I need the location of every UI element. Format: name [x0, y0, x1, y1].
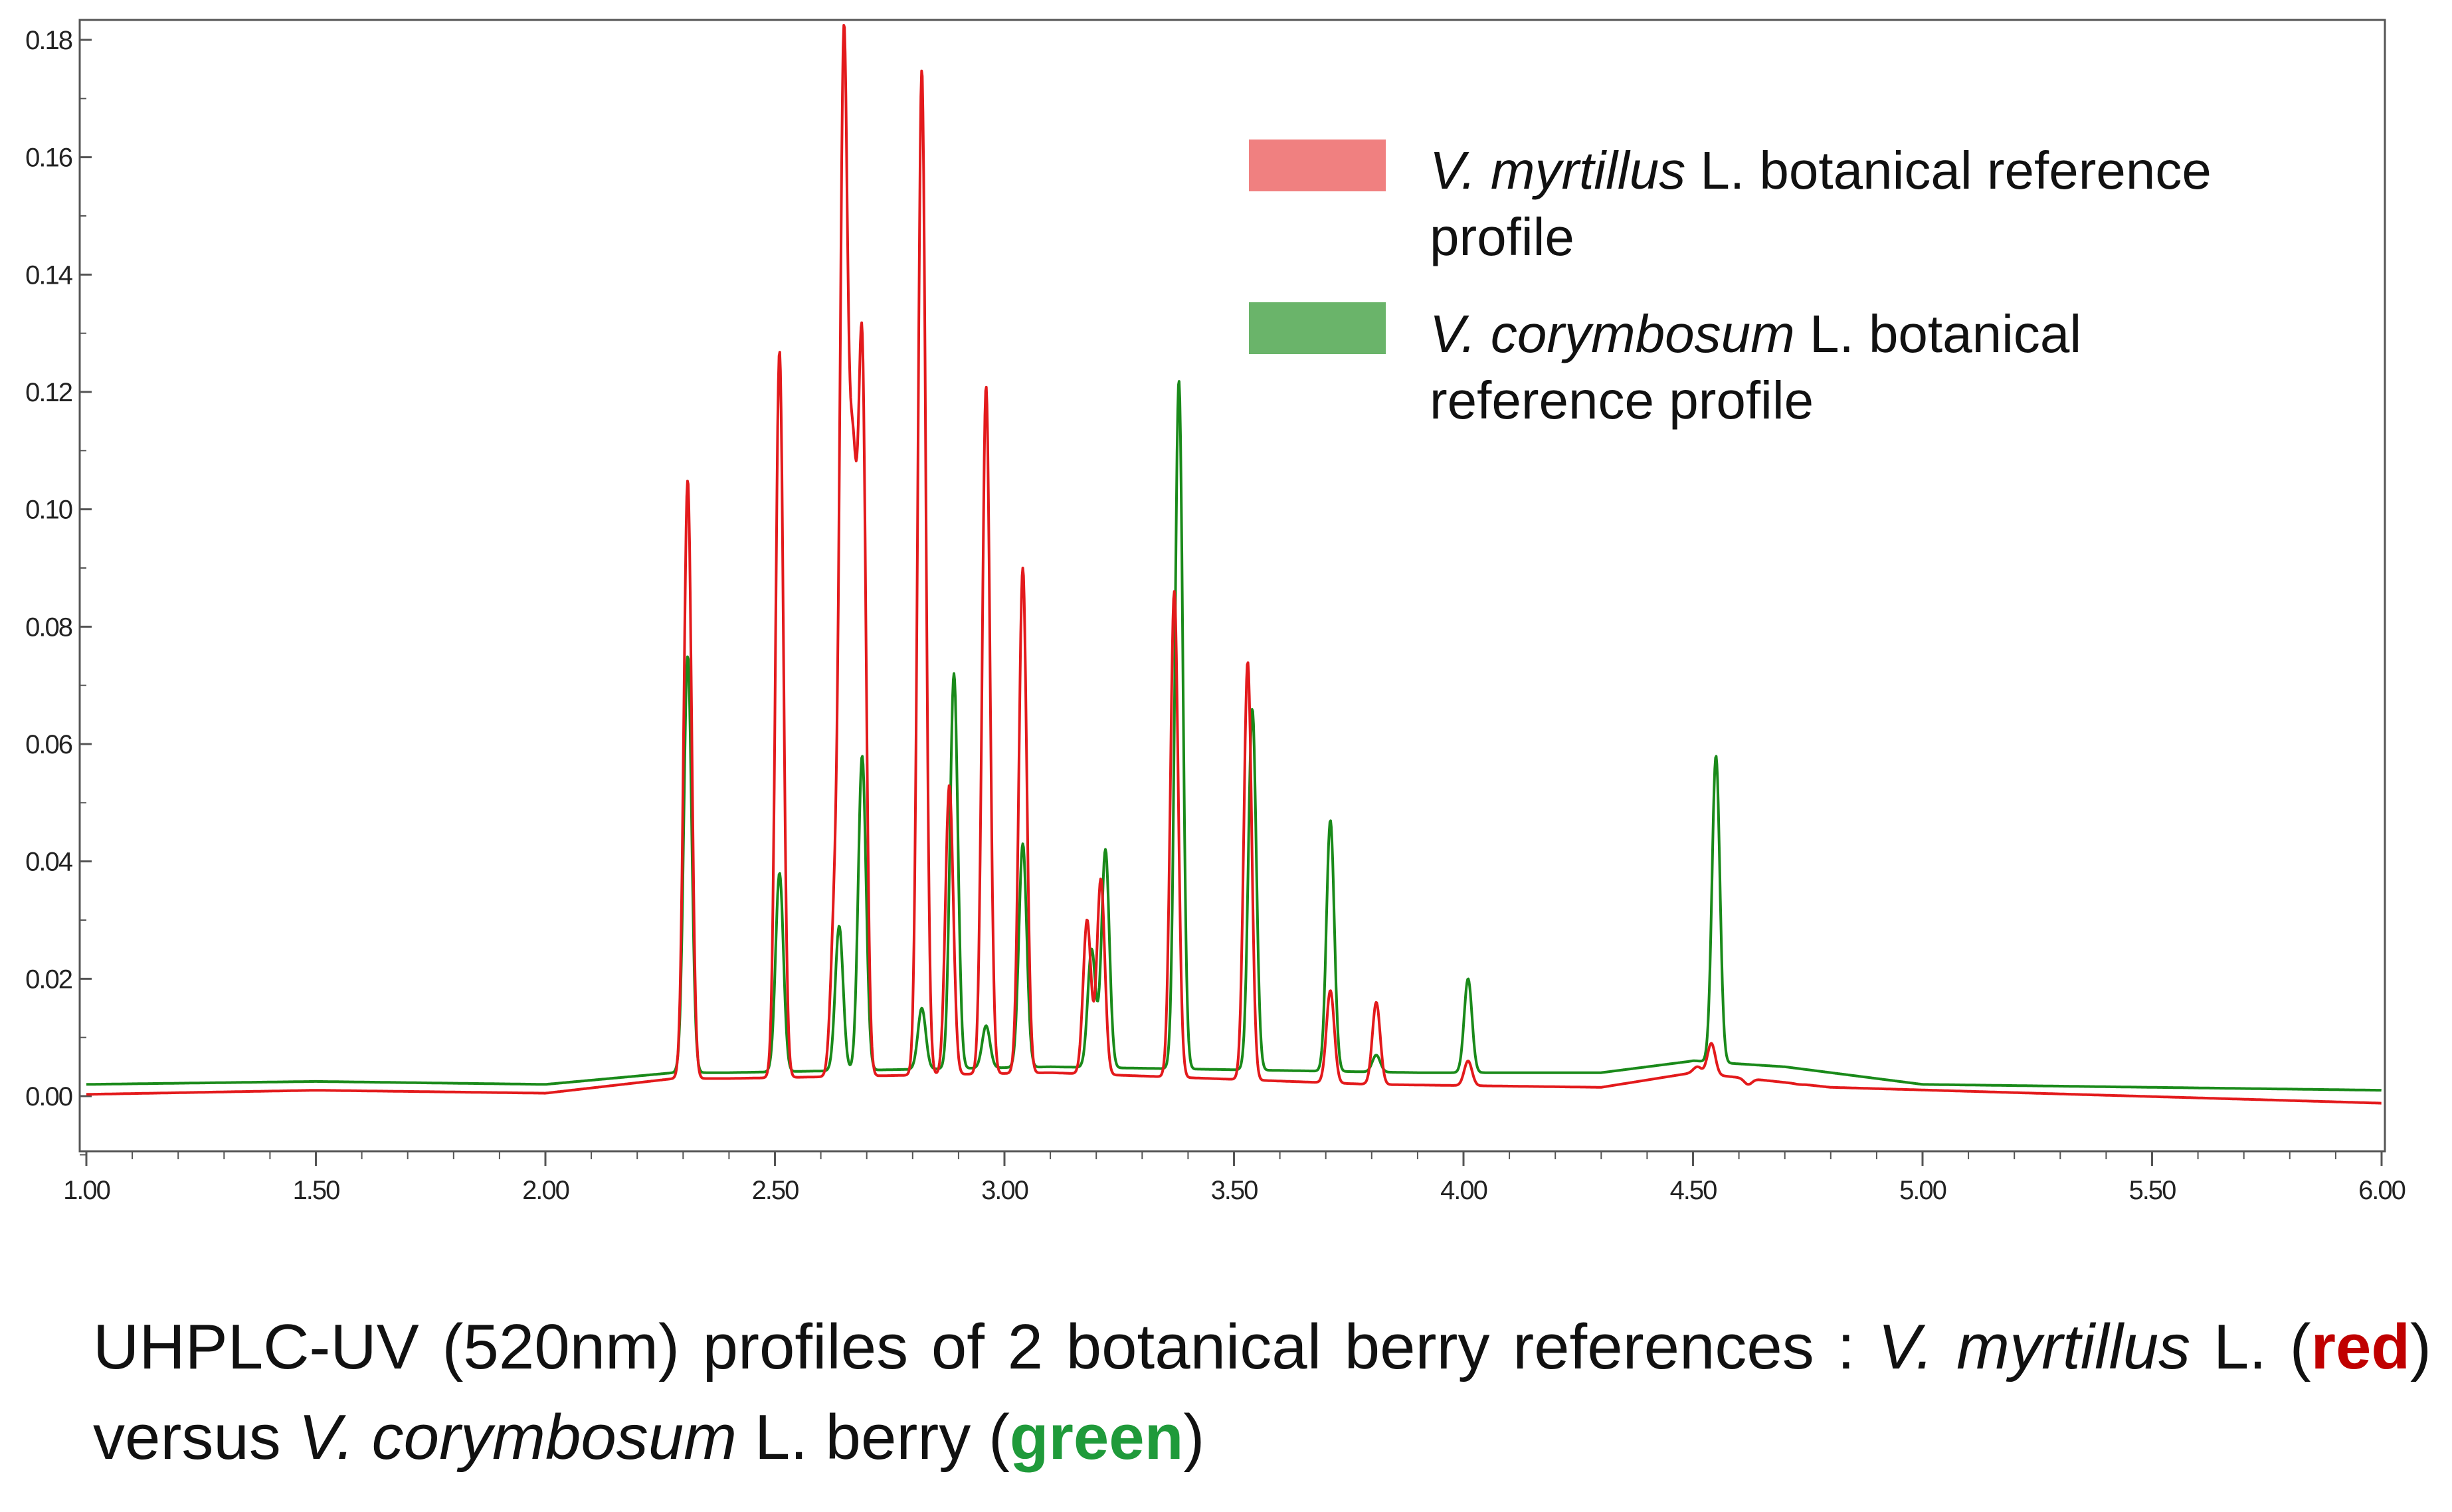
caption-red-word: red	[2311, 1311, 2411, 1382]
x-tick-label: 1.50	[293, 1176, 340, 1205]
x-tick-label: 2.00	[522, 1176, 569, 1205]
legend-rest-corymbosum: L. botanical	[1795, 304, 2081, 363]
trace-myrtillus	[86, 24, 2382, 1105]
legend-swatch-corymbosum	[1249, 302, 1386, 354]
legend-line2-corymbosum: reference profile	[1430, 371, 1814, 430]
plot-frame	[78, 19, 2386, 1153]
caption-part5: )	[1183, 1402, 1205, 1473]
x-axis: 1.00 1.50 2.00 2.50 3.00 3.50 4.00 4.50 5.00 5.50…	[63, 1151, 2407, 1205]
y-tick-label: 0.02	[25, 965, 72, 994]
y-tick-label: 0.08	[25, 613, 72, 642]
caption-part3: ) versus	[93, 1311, 2432, 1473]
x-tick-label: 1.00	[63, 1176, 110, 1205]
caption-species1: V. myrtillus	[1877, 1311, 2191, 1382]
x-tick-label: 2.50	[752, 1176, 799, 1205]
y-tick-label: 0.16	[25, 143, 72, 173]
legend-line2-myrtillus-text: profile	[1430, 207, 1574, 266]
caption-part2: L. (	[2190, 1311, 2311, 1382]
legend-rest-myrtillus: L. botanical reference	[1685, 141, 2212, 200]
y-tick-label: 0.00	[25, 1082, 72, 1111]
trace-corymbosum	[86, 380, 2382, 1092]
legend-species-myrtillus: V. myrtillus	[1430, 141, 1685, 200]
y-tick-label: 0.04	[25, 848, 73, 877]
traces	[86, 24, 2382, 1105]
x-tick-label: 5.00	[1899, 1176, 1946, 1205]
y-tick-label: 0.10	[25, 496, 72, 525]
legend-line2-myrtillus: profile	[1430, 207, 1574, 266]
y-tick-label: 0.12	[25, 378, 72, 407]
legend-label-myrtillus: V. myrtillus L. botanical reference	[1430, 141, 2212, 200]
x-tick-label: 4.50	[1670, 1176, 1717, 1205]
caption-green-word: green	[1009, 1402, 1184, 1473]
x-tick-label: 6.00	[2358, 1176, 2405, 1205]
legend-line2-corymbosum-text: reference profile	[1430, 371, 1814, 430]
caption-part4: L. berry (	[737, 1402, 1010, 1473]
y-axis: 0.00 0.02 0.04 0.06 0.08 0.10 0.12 0.14 0.16 0.18	[25, 26, 92, 1156]
x-tick-label: 3.00	[981, 1176, 1028, 1205]
chromatogram-chart: 0.00 0.02 0.04 0.06 0.08 0.10 0.12 0.14 0.16 0.18…	[25, 19, 2407, 1205]
legend-swatch-myrtillus	[1249, 140, 1386, 191]
x-tick-label: 3.50	[1211, 1176, 1258, 1205]
y-tick-label: 0.06	[25, 730, 72, 759]
legend: V. myrtillus L. botanical reference prof…	[1249, 140, 2212, 430]
caption-part1: UHPLC-UV (520nm) profiles of 2 botanical…	[93, 1311, 1878, 1382]
legend-species-corymbosum: V. corymbosum	[1430, 304, 1795, 363]
caption-species2: V. corymbosum	[298, 1402, 737, 1473]
legend-label-corymbosum: V. corymbosum L. botanical	[1430, 304, 2081, 363]
y-tick-label: 0.18	[25, 26, 72, 55]
y-tick-label: 0.14	[25, 260, 73, 290]
x-tick-label: 5.50	[2129, 1176, 2176, 1205]
figure-caption: UHPLC-UV (520nm) profiles of 2 botanical…	[93, 1302, 2431, 1483]
x-tick-label: 4.00	[1440, 1176, 1487, 1205]
